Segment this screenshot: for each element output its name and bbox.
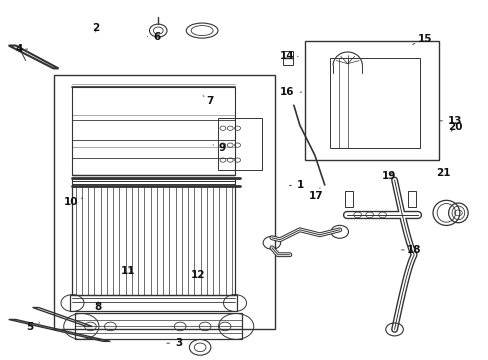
Text: 11: 11	[121, 266, 136, 276]
Text: 19: 19	[381, 171, 395, 181]
Text: 2: 2	[92, 23, 99, 33]
Bar	[329, 58, 419, 148]
Text: 8: 8	[94, 302, 102, 312]
Text: 12: 12	[190, 270, 205, 280]
Bar	[53, 75, 274, 329]
Text: 6: 6	[147, 32, 160, 41]
Text: 5: 5	[26, 322, 40, 332]
Text: 16: 16	[280, 87, 301, 97]
Text: 21: 21	[435, 168, 449, 178]
Text: 20: 20	[447, 122, 462, 132]
Bar	[70, 294, 237, 311]
Bar	[72, 87, 235, 175]
Bar	[72, 186, 235, 294]
Bar	[304, 41, 439, 160]
Text: 10: 10	[64, 197, 82, 207]
Text: 17: 17	[308, 188, 323, 201]
Text: 3: 3	[166, 338, 182, 348]
Bar	[344, 191, 353, 207]
Text: 15: 15	[412, 34, 431, 44]
Text: 4: 4	[16, 44, 27, 54]
Text: 9: 9	[213, 143, 225, 153]
Bar	[283, 51, 292, 66]
Text: 7: 7	[203, 96, 214, 106]
Text: 13: 13	[439, 116, 462, 126]
Bar	[218, 118, 262, 170]
Bar	[72, 178, 235, 186]
Bar	[75, 314, 242, 339]
Bar	[407, 191, 415, 207]
Text: 1: 1	[289, 180, 304, 190]
Text: 14: 14	[280, 51, 298, 61]
Text: 18: 18	[401, 245, 421, 255]
